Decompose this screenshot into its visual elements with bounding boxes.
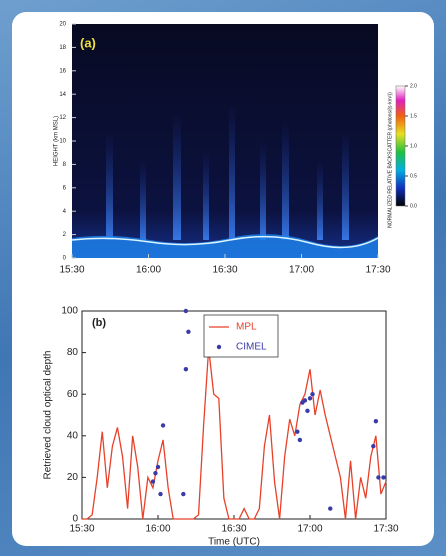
- cimel-point: [181, 491, 186, 497]
- colorbar-tick-label: 0.0: [410, 203, 417, 209]
- colorbar-label: NORMALIZED RELATIVE BACKSCATTER (photons…: [387, 92, 393, 228]
- x-tick-label: 15:30: [59, 265, 84, 276]
- x-tick-label: 16:00: [145, 524, 170, 535]
- y-axis-label: HEIGHT (km MSL): [54, 116, 60, 166]
- colorbar-tick-label: 2.0: [410, 83, 417, 89]
- x-tick-label: 16:30: [221, 524, 246, 535]
- y-tick-label: 100: [61, 306, 78, 317]
- cimel-point: [160, 423, 166, 428]
- x-tick-label: 16:00: [136, 265, 161, 276]
- mpl-line: [82, 348, 387, 520]
- legend-label: CIMEL: [236, 342, 267, 353]
- panel-label: (b): [92, 317, 106, 329]
- x-tick-label: 16:30: [212, 265, 237, 276]
- y-tick-label: 14: [59, 92, 66, 98]
- boundary-layer: [72, 234, 378, 258]
- cimel-point: [158, 491, 163, 497]
- legend-label: MPL: [236, 322, 257, 333]
- y-tick-label: 20: [67, 472, 79, 483]
- cimel-point: [297, 437, 303, 443]
- cimel-point: [376, 475, 381, 480]
- y-tick-label: 2: [63, 232, 67, 238]
- cimel-point: [155, 464, 161, 470]
- cimel-point: [183, 367, 189, 372]
- y-tick-label: 12: [59, 115, 66, 121]
- panel-label: (a): [80, 35, 96, 50]
- cimel-point: [150, 479, 156, 484]
- colorbar-tick-label: 0.5: [410, 173, 417, 179]
- cimel-point: [307, 396, 313, 401]
- cimel-point: [183, 308, 189, 314]
- y-axis-label: Retrieved cloud optical depth: [43, 351, 54, 480]
- cimel-point: [305, 408, 310, 414]
- cimel-point: [373, 419, 379, 424]
- colorbar-tick-label: 1.0: [410, 143, 417, 149]
- x-axis-label: Time (UTC): [208, 537, 260, 548]
- y-tick-label: 80: [67, 347, 79, 358]
- plumes: [106, 100, 349, 240]
- y-tick-label: 10: [59, 139, 66, 145]
- heatmap: [72, 24, 378, 258]
- colorbar-tick-label: 1.5: [410, 113, 417, 119]
- cloud-top: [71, 235, 379, 249]
- x-tick-label: 17:30: [365, 265, 390, 276]
- cimel-point: [381, 475, 386, 480]
- x-tick-label: 17:00: [289, 265, 314, 276]
- cimel-point: [186, 329, 191, 334]
- cimel-point: [295, 429, 300, 434]
- x-tick-label: 15:30: [69, 524, 94, 535]
- y-tick-label: 40: [67, 430, 79, 441]
- cimel-point: [310, 392, 315, 397]
- y-tick-label: 4: [63, 209, 67, 215]
- cimel-point: [302, 398, 308, 403]
- x-tick-label: 17:00: [297, 524, 322, 535]
- y-tick-label: 0: [72, 514, 78, 525]
- y-tick-label: 6: [63, 185, 67, 191]
- y-tick-label: 16: [59, 68, 66, 74]
- colorbar: [395, 85, 406, 207]
- cimel-point: [153, 471, 158, 476]
- x-tick-label: 17:30: [373, 524, 398, 535]
- legend-swatch: [216, 344, 222, 350]
- y-tick-label: 20: [59, 22, 66, 28]
- y-tick-label: 18: [59, 45, 66, 51]
- y-tick-label: 8: [63, 162, 67, 168]
- y-tick-label: 0: [63, 256, 67, 262]
- legend-box: [203, 314, 279, 358]
- y-tick-label: 60: [67, 389, 79, 400]
- cimel-point: [371, 444, 376, 449]
- cimel-point: [328, 506, 333, 511]
